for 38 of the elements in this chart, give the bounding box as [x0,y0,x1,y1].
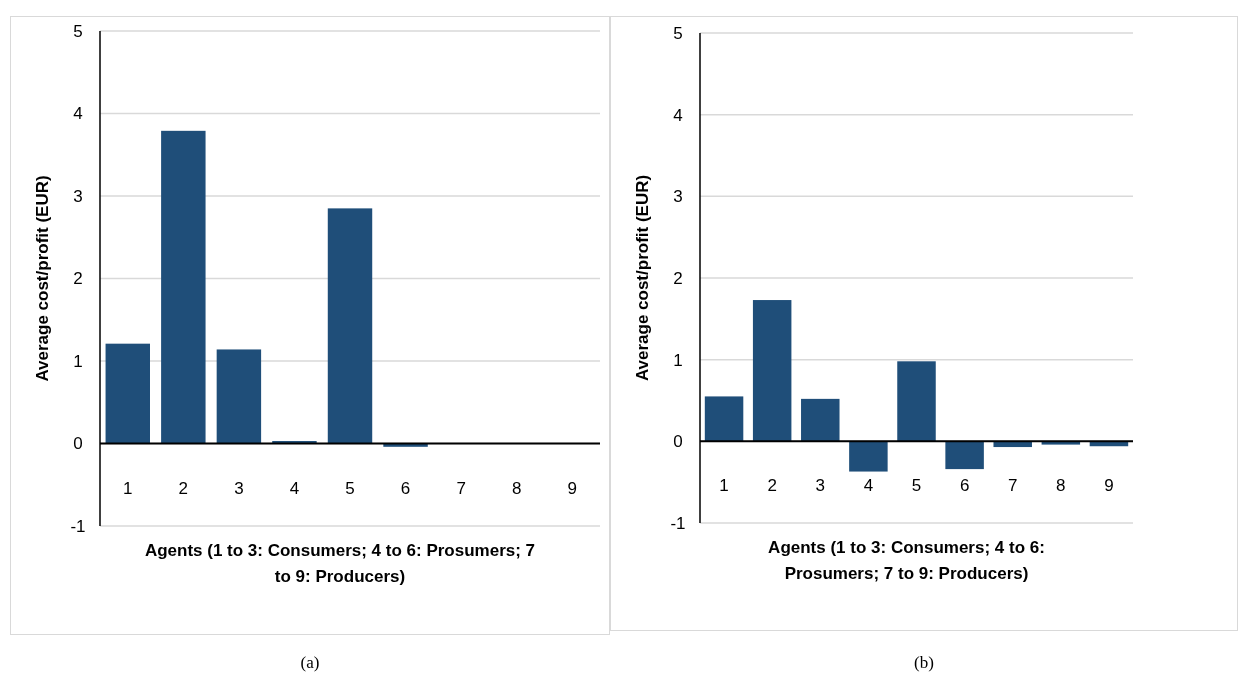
y-axis-title: Average cost/profit (EUR) [33,175,52,382]
y-tick-label: 5 [673,23,683,43]
y-tick-label: 0 [73,434,83,454]
y-tick-label: 1 [73,351,83,371]
x-tick-label: 8 [511,478,522,498]
x-tick-label: 7 [456,478,466,498]
x-axis-title: Agents (1 to 3: Consumers; 4 to 6: Prosumers; 7 to 9: Producers) [768,538,1045,583]
x-axis-title: Agents (1 to 3: Consumers; 4 to 6: Prosumers; 7 to 9: Producers) [144,541,536,586]
x-tick-label: 6 [400,478,411,498]
y-axis-title: Average cost/profit (EUR) [633,174,652,382]
x-tick-label: 7 [1007,476,1018,496]
text: (a) [300,653,320,672]
y-tick-label: 2 [673,268,683,288]
x-tick-label: 4 [863,476,874,496]
x-tick-label: 5 [911,476,922,496]
x-tick-label: 1 [719,476,729,496]
x-tick-label: 4 [289,478,300,498]
x-tick-label: 9 [1104,476,1114,496]
text: (b) [914,653,934,672]
x-tick-label: 2 [767,476,777,496]
x-tick-label: 5 [345,478,355,498]
x-tick-label: 8 [1056,476,1066,496]
y-tick-label: 2 [73,269,83,289]
y-tick-label: 0 [673,432,683,452]
y-tick-label: 5 [73,21,83,41]
y-tick-label: 3 [73,186,83,206]
x-tick-label: 3 [815,476,826,496]
y-tick-label: 1 [673,350,683,370]
x-tick-label: 2 [178,478,189,498]
y-tick-label: 4 [673,105,683,125]
y-tick-label: 3 [673,187,683,207]
y-tick-label: -1 [70,516,86,536]
y-tick-label: -1 [670,513,686,533]
x-tick-label: 6 [959,476,970,496]
x-tick-label: 3 [234,478,244,498]
x-tick-label: 9 [567,478,577,498]
y-tick-label: 4 [73,104,83,124]
x-tick-label: 1 [123,478,133,498]
